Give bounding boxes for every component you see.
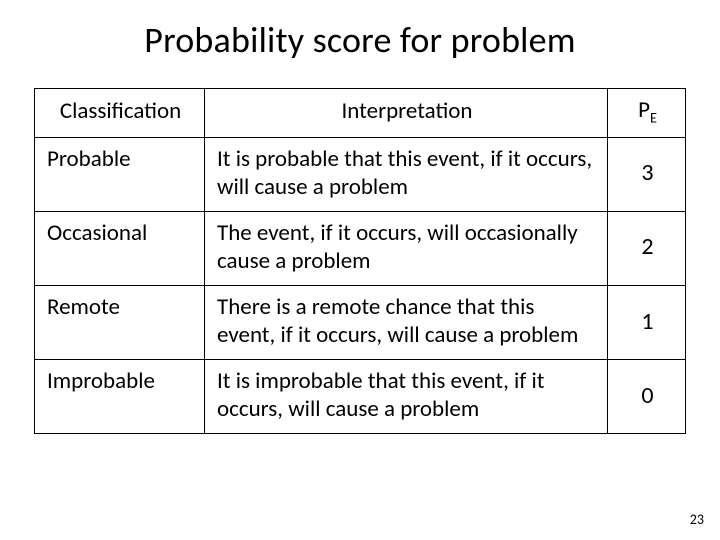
slide: Probability score for problem Classifica… xyxy=(0,0,720,540)
cell-score: 1 xyxy=(608,286,686,360)
cell-interpretation: There is a remote chance that this event… xyxy=(205,286,608,360)
pe-main: P xyxy=(638,96,650,124)
cell-score: 3 xyxy=(608,137,686,211)
table-row: Probable It is probable that this event,… xyxy=(35,137,686,211)
cell-interpretation: It is probable that this event, if it oc… xyxy=(205,137,608,211)
table-row: Occasional The event, if it occurs, will… xyxy=(35,212,686,286)
pe-sub: E xyxy=(650,109,657,127)
table-header-row: Classification Interpretation PE xyxy=(35,89,686,138)
probability-table: Classification Interpretation PE Probabl… xyxy=(34,88,686,434)
cell-score: 2 xyxy=(608,212,686,286)
cell-score: 0 xyxy=(608,360,686,434)
page-number: 23 xyxy=(690,511,704,528)
cell-classification: Probable xyxy=(35,137,205,211)
cell-classification: Occasional xyxy=(35,212,205,286)
col-header-interpretation: Interpretation xyxy=(205,89,608,138)
col-header-classification: Classification xyxy=(35,89,205,138)
cell-classification: Remote xyxy=(35,286,205,360)
table-row: Improbable It is improbable that this ev… xyxy=(35,360,686,434)
cell-interpretation: It is improbable that this event, if it … xyxy=(205,360,608,434)
page-title: Probability score for problem xyxy=(34,18,686,62)
cell-classification: Improbable xyxy=(35,360,205,434)
table-row: Remote There is a remote chance that thi… xyxy=(35,286,686,360)
col-header-pe: PE xyxy=(608,89,686,138)
cell-interpretation: The event, if it occurs, will occasional… xyxy=(205,212,608,286)
